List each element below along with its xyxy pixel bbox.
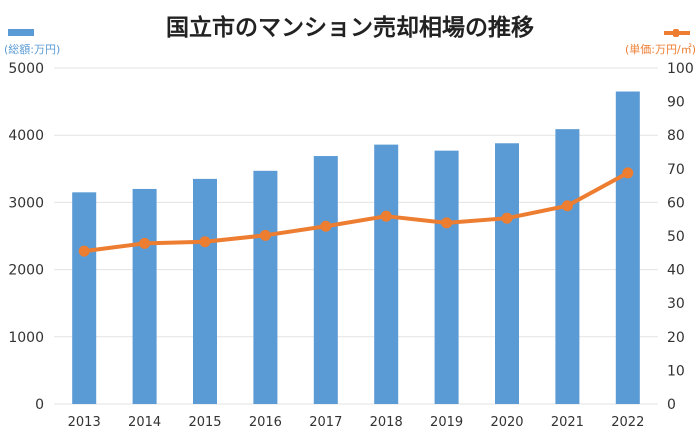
x-tick-label: 2014: [128, 415, 161, 430]
x-tick-label: 2018: [370, 415, 403, 430]
y-right-tick-label: 10: [667, 363, 685, 379]
unit-price-line: [83, 171, 629, 254]
chart-title: 国立市のマンション売却相場の推移: [166, 15, 534, 41]
y-left-tick-label: 2000: [8, 263, 44, 279]
point-2021: [561, 200, 573, 212]
bar-2014: [132, 188, 157, 404]
x-tick-label: 2021: [551, 415, 584, 430]
point-2015: [199, 236, 211, 248]
point-2013: [78, 245, 90, 257]
bar-2022: [615, 91, 640, 405]
legend-unit-price: (単価:万円/㎡): [625, 29, 696, 57]
point-2019: [441, 217, 453, 229]
x-tick-label: 2016: [249, 415, 282, 430]
x-tick-label: 2017: [309, 415, 342, 430]
bar-2016: [253, 170, 278, 404]
y-right-tick-label: 30: [667, 296, 685, 312]
y-left-tick-label: 0: [35, 397, 44, 413]
point-2018: [380, 210, 392, 222]
legend-label: (単価:万円/㎡): [625, 43, 696, 56]
x-tick-label: 2020: [490, 415, 523, 430]
x-tick-label: 2022: [611, 415, 644, 430]
point-2016: [259, 229, 271, 241]
legend-marker: [673, 29, 679, 37]
bar-2017: [313, 156, 338, 404]
y-right-tick-label: 0: [667, 397, 676, 413]
point-2017: [320, 220, 332, 232]
y-right-tick-label: 60: [667, 195, 685, 211]
y-left-tick-label: 1000: [8, 330, 44, 346]
y-left-tick-label: 3000: [8, 195, 44, 211]
point-2020: [501, 212, 513, 224]
y-right-tick-label: 90: [667, 95, 685, 111]
x-tick-label: 2013: [68, 415, 101, 430]
bar-2020: [495, 143, 519, 404]
y-right-tick-label: 70: [667, 162, 685, 178]
legend-bar-swatch: [8, 29, 34, 36]
y-right-tick-label: 50: [667, 229, 685, 245]
legend-total-price: (総額:万円): [4, 29, 60, 57]
y-right-tick-label: 40: [667, 263, 685, 279]
y-left-tick-label: 5000: [8, 61, 44, 77]
x-tick-label: 2019: [430, 415, 463, 430]
bar-2018: [374, 144, 399, 404]
bar-2019: [434, 150, 459, 404]
y-right-tick-label: 80: [667, 128, 685, 144]
x-tick-label: 2015: [188, 415, 221, 430]
point-2014: [139, 237, 151, 249]
y-right-tick-label: 20: [667, 330, 685, 346]
bar-2015: [193, 178, 217, 404]
y-left-tick-label: 4000: [8, 128, 44, 144]
legend-label: (総額:万円): [4, 43, 61, 56]
bar-2021: [555, 129, 580, 405]
y-right-tick-label: 100: [667, 61, 694, 77]
bar-2013: [72, 192, 97, 404]
point-2022: [622, 167, 634, 179]
